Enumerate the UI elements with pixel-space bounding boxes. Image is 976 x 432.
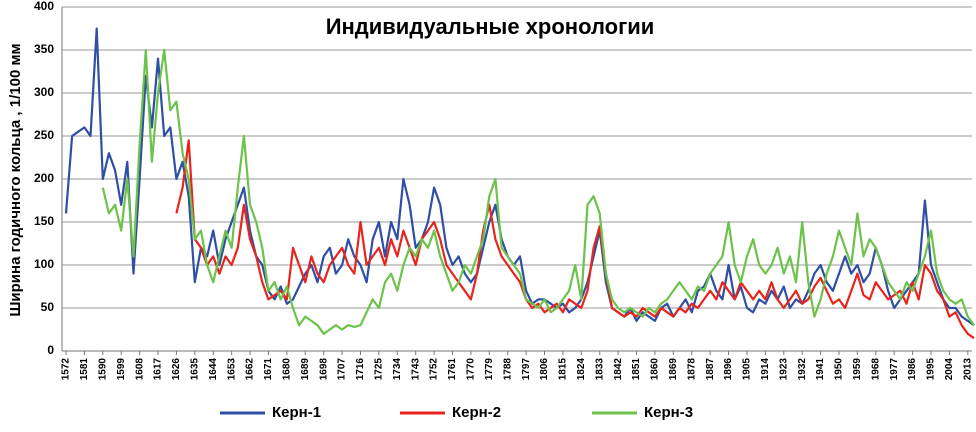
x-tick-label: 1941 bbox=[815, 358, 826, 381]
x-tick-label: 1644 bbox=[208, 358, 219, 381]
y-axis-label: Ширина годичного кольца , 1/100 мм bbox=[7, 43, 24, 316]
x-tick-label: 1662 bbox=[245, 358, 256, 381]
x-tick-label: 1599 bbox=[116, 358, 127, 381]
y-tick-label: 400 bbox=[34, 0, 54, 13]
x-tick-label: 1887 bbox=[705, 358, 716, 381]
x-tick-label: 1743 bbox=[410, 358, 421, 381]
x-tick-label: 1977 bbox=[889, 358, 900, 381]
x-tick-label: 1680 bbox=[281, 358, 292, 381]
x-tick-label: 1698 bbox=[318, 358, 329, 381]
x-tick-label: 1572 bbox=[61, 358, 72, 381]
x-tick-label: 1995 bbox=[926, 358, 937, 381]
x-tick-label: 1923 bbox=[778, 358, 789, 381]
legend-label: Керн-3 bbox=[644, 404, 693, 421]
x-tick-label: 1914 bbox=[760, 358, 771, 381]
x-tick-label: 2013 bbox=[962, 358, 973, 381]
x-tick-label: 1824 bbox=[576, 358, 587, 381]
x-tick-label: 1815 bbox=[558, 358, 569, 381]
x-tick-label: 1986 bbox=[907, 358, 918, 381]
x-tick-label: 1617 bbox=[153, 358, 164, 381]
series-line bbox=[101, 48, 975, 335]
legend-label: Керн-2 bbox=[452, 404, 501, 421]
x-tick-label: 1626 bbox=[171, 358, 182, 381]
x-tick-label: 1932 bbox=[797, 358, 808, 381]
x-tick-label: 1707 bbox=[337, 358, 348, 381]
y-tick-label: 250 bbox=[34, 128, 54, 142]
y-tick-label: 300 bbox=[34, 85, 54, 99]
x-tick-label: 1716 bbox=[355, 358, 366, 381]
x-tick-label: 1581 bbox=[79, 358, 90, 381]
series-line bbox=[175, 139, 975, 340]
x-tick-label: 1905 bbox=[742, 358, 753, 381]
x-tick-label: 1950 bbox=[834, 358, 845, 381]
x-tick-label: 1752 bbox=[429, 358, 440, 381]
y-tick-label: 100 bbox=[34, 257, 54, 271]
x-tick-label: 1671 bbox=[263, 358, 274, 381]
x-tick-label: 1869 bbox=[668, 358, 679, 381]
x-tick-label: 1734 bbox=[392, 358, 403, 381]
y-tick-label: 150 bbox=[34, 214, 54, 228]
x-tick-label: 1833 bbox=[594, 358, 605, 381]
x-tick-label: 1968 bbox=[870, 358, 881, 381]
x-tick-label: 1878 bbox=[686, 358, 697, 381]
x-tick-label: 2004 bbox=[944, 358, 955, 381]
x-tick-label: 1860 bbox=[650, 358, 661, 381]
x-tick-label: 1689 bbox=[300, 358, 311, 381]
y-tick-label: 350 bbox=[34, 42, 54, 56]
x-tick-label: 1608 bbox=[134, 358, 145, 381]
x-tick-label: 1851 bbox=[631, 358, 642, 381]
x-tick-label: 1896 bbox=[723, 358, 734, 381]
x-tick-label: 1770 bbox=[466, 358, 477, 381]
x-tick-label: 1842 bbox=[613, 358, 624, 381]
x-tick-label: 1761 bbox=[447, 358, 458, 381]
y-tick-label: 50 bbox=[41, 300, 55, 314]
chart-title: Индивидуальные хронологии bbox=[326, 14, 655, 39]
y-tick-label: 0 bbox=[47, 343, 54, 357]
x-tick-label: 1788 bbox=[502, 358, 513, 381]
x-tick-label: 1797 bbox=[521, 358, 532, 381]
x-tick-label: 1725 bbox=[374, 358, 385, 381]
x-tick-label: 1779 bbox=[484, 358, 495, 381]
x-tick-label: 1635 bbox=[189, 358, 200, 381]
x-tick-label: 1590 bbox=[97, 358, 108, 381]
legend-label: Керн-1 bbox=[272, 404, 321, 421]
series-line bbox=[64, 27, 975, 327]
x-tick-label: 1806 bbox=[539, 358, 550, 381]
y-tick-label: 200 bbox=[34, 171, 54, 185]
x-tick-label: 1959 bbox=[852, 358, 863, 381]
x-tick-label: 1653 bbox=[226, 358, 237, 381]
